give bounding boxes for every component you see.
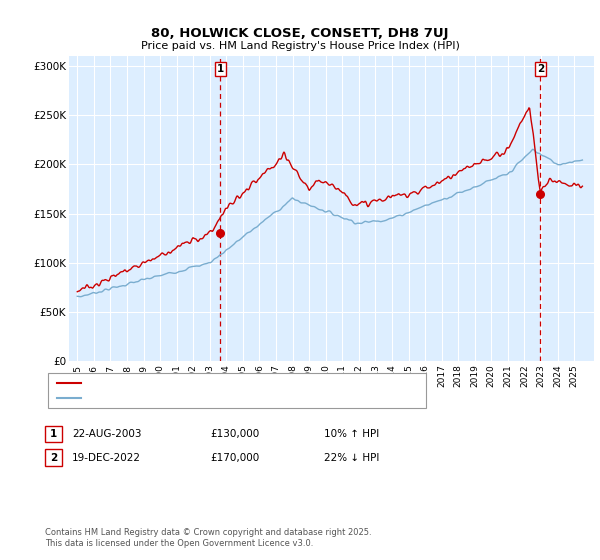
- Text: Contains HM Land Registry data © Crown copyright and database right 2025.
This d: Contains HM Land Registry data © Crown c…: [45, 528, 371, 548]
- Text: 1: 1: [50, 429, 57, 439]
- Text: 10% ↑ HPI: 10% ↑ HPI: [324, 429, 379, 439]
- Text: 80, HOLWICK CLOSE, CONSETT, DH8 7UJ: 80, HOLWICK CLOSE, CONSETT, DH8 7UJ: [151, 27, 449, 40]
- Text: HPI: Average price, detached house, County Durham: HPI: Average price, detached house, Coun…: [85, 393, 343, 403]
- Text: 22% ↓ HPI: 22% ↓ HPI: [324, 452, 379, 463]
- Text: £170,000: £170,000: [210, 452, 259, 463]
- Text: Price paid vs. HM Land Registry's House Price Index (HPI): Price paid vs. HM Land Registry's House …: [140, 41, 460, 51]
- Text: 22-AUG-2003: 22-AUG-2003: [72, 429, 142, 439]
- Text: 2: 2: [50, 452, 57, 463]
- Text: £130,000: £130,000: [210, 429, 259, 439]
- Text: 2: 2: [537, 64, 544, 74]
- Text: 1: 1: [217, 64, 224, 74]
- Text: 80, HOLWICK CLOSE, CONSETT, DH8 7UJ (detached house): 80, HOLWICK CLOSE, CONSETT, DH8 7UJ (det…: [85, 377, 371, 388]
- Text: 19-DEC-2022: 19-DEC-2022: [72, 452, 141, 463]
